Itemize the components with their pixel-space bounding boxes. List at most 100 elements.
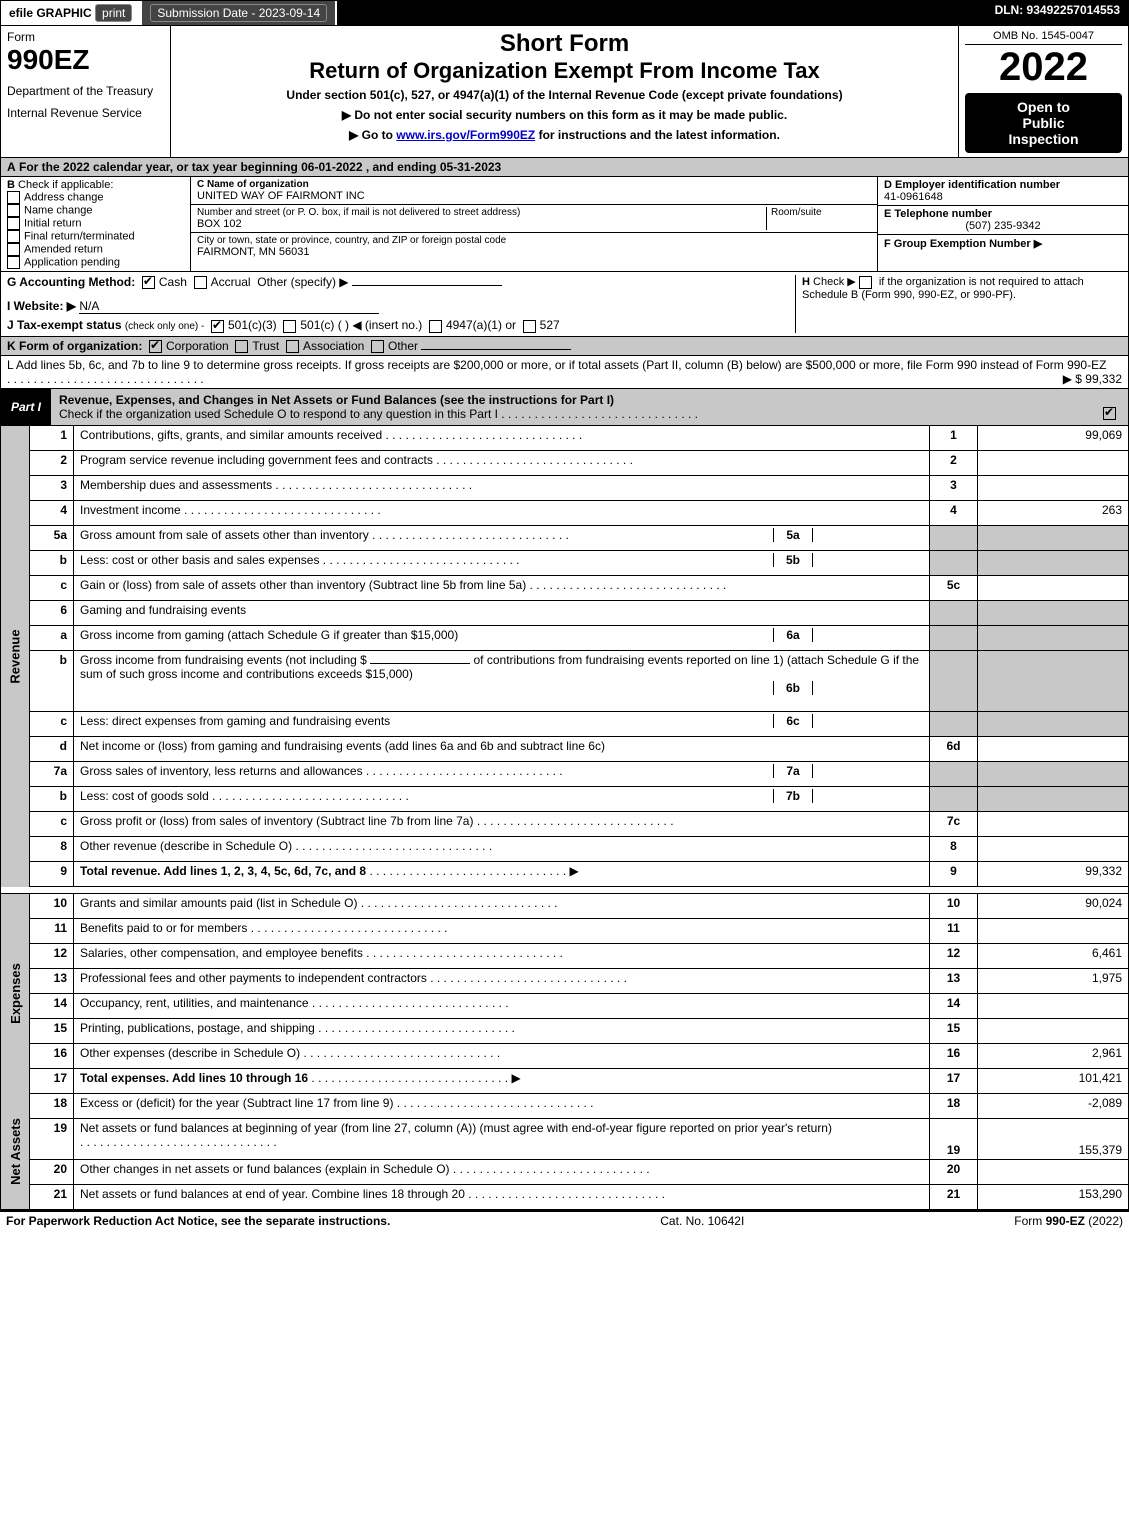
cb-527[interactable] [523,320,536,333]
j-label: J Tax-exempt status [7,318,122,332]
cb-trust[interactable] [235,340,248,353]
efile-graphic-label: efile GRAPHIC print [1,1,142,25]
line10-ref: 10 [930,894,978,918]
cb-4947[interactable] [429,320,442,333]
line16-amt: 2,961 [978,1044,1128,1068]
submission-date-button[interactable]: Submission Date - 2023-09-14 [142,1,337,25]
omb-number: OMB No. 1545-0047 [965,30,1122,45]
j-527-label: 527 [540,318,560,332]
revenue-vlabel: Revenue [1,426,30,887]
line3-desc: Membership dues and assessments [74,476,930,500]
row-k: K Form of organization: Corporation Trus… [0,337,1129,356]
line4-num: 4 [30,501,74,525]
header-center: Short Form Return of Organization Exempt… [171,26,958,157]
line21-desc: Net assets or fund balances at end of ye… [74,1185,930,1209]
line6a-num: a [30,626,74,650]
row-gh: G Accounting Method: Cash Accrual Other … [1,272,1128,336]
c-city-value: FAIRMONT, MN 56031 [197,246,871,258]
k-other-blank [421,349,571,350]
k-other-label: Other [388,339,418,353]
cb-initial-return-label: Initial return [24,217,81,229]
line7c-ref: 7c [930,812,978,836]
line7c-desc-t: Gross profit or (loss) from sales of inv… [80,814,473,828]
line12-desc: Salaries, other compensation, and employ… [74,944,930,968]
cb-application-pending[interactable]: Application pending [7,256,184,269]
line17-num: 17 [30,1069,74,1093]
line6b-desc1: Gross income from fundraising events (no… [80,653,367,667]
cb-initial-return[interactable]: Initial return [7,217,184,230]
part-i-sub: Check if the organization used Schedule … [59,407,498,421]
line3-ref: 3 [930,476,978,500]
line4-desc: Investment income [74,501,930,525]
b-heading: Check if applicable: [18,179,113,191]
row-a-text: For the 2022 calendar year, or tax year … [19,160,501,174]
cb-accrual[interactable] [194,276,207,289]
line2: 2Program service revenue including gover… [30,451,1128,476]
line4-desc-t: Investment income [80,503,181,517]
e-cell: E Telephone number (507) 235-9342 [878,206,1128,235]
cb-corp[interactable] [149,340,162,353]
cb-final-return[interactable]: Final return/terminated [7,230,184,243]
col-def: D Employer identification number 41-0961… [878,177,1128,271]
cb-cash[interactable] [142,276,155,289]
section-ghij: G Accounting Method: Cash Accrual Other … [0,271,1129,337]
c-city-label: City or town, state or province, country… [197,235,871,246]
g-label: G Accounting Method: [7,275,135,289]
line6c-desc-t: Less: direct expenses from gaming and fu… [80,714,390,728]
footer-right-pre: Form [1014,1214,1045,1228]
line6: 6Gaming and fundraising events [30,601,1128,626]
i-label: I Website: ▶ [7,299,76,313]
irs-link[interactable]: www.irs.gov/Form990EZ [396,128,535,142]
line9-num: 9 [30,862,74,886]
line18: 18Excess or (deficit) for the year (Subt… [30,1094,1128,1119]
line6c-num: c [30,712,74,736]
line5c-num: c [30,576,74,600]
line6d-num: d [30,737,74,761]
line4: 4Investment income4263 [30,501,1128,526]
line7b-num: b [30,787,74,811]
line10-desc-t: Grants and similar amounts paid (list in… [80,896,357,910]
line17-desc: Total expenses. Add lines 10 through 16 … [74,1069,930,1093]
line9-desc-t: Total revenue. Add lines 1, 2, 3, 4, 5c,… [80,864,366,878]
netassets-block: Net Assets 18Excess or (deficit) for the… [0,1094,1129,1211]
cb-501c3[interactable] [211,320,224,333]
line1: 1Contributions, gifts, grants, and simil… [30,426,1128,451]
c-street-cell: Number and street (or P. O. box, if mail… [191,205,877,233]
footer-right-post: (2022) [1085,1214,1123,1228]
line3-desc-t: Membership dues and assessments [80,478,272,492]
line5b-ref [930,551,978,575]
print-button[interactable]: print [95,4,132,22]
line19-num: 19 [30,1119,74,1159]
j-501c-label: 501(c) ( ) ◀ (insert no.) [300,318,422,332]
cb-other-org[interactable] [371,340,384,353]
line9-desc: Total revenue. Add lines 1, 2, 3, 4, 5c,… [74,862,930,886]
cb-amended-return[interactable]: Amended return [7,243,184,256]
tax-year: 2022 [965,47,1122,87]
f-label: F Group Exemption Number ▶ [884,238,1042,250]
cb-name-change[interactable]: Name change [7,204,184,217]
part-i-title-box: Revenue, Expenses, and Changes in Net As… [51,389,1128,425]
cb-address-change[interactable]: Address change [7,191,184,204]
line6-num: 6 [30,601,74,625]
line19: 19Net assets or fund balances at beginni… [30,1119,1128,1160]
efile-topbar: efile GRAPHIC print Submission Date - 20… [0,0,1129,26]
cb-501c[interactable] [283,320,296,333]
line5c-amt [978,576,1128,600]
part-i-dots [501,407,698,421]
cb-assoc[interactable] [286,340,299,353]
line15-num: 15 [30,1019,74,1043]
line6b-ref [930,651,978,711]
line1-desc: Contributions, gifts, grants, and simila… [74,426,930,450]
cb-h[interactable] [859,276,872,289]
cb-part-i-schedo[interactable] [1103,407,1116,420]
k-assoc-label: Association [303,339,364,353]
footer-right-bold: 990-EZ [1046,1214,1085,1228]
line12: 12Salaries, other compensation, and empl… [30,944,1128,969]
line14-desc: Occupancy, rent, utilities, and maintena… [74,994,930,1018]
line6a-amt [978,626,1128,650]
line17-ref: 17 [930,1069,978,1093]
line7a-desc-t: Gross sales of inventory, less returns a… [80,764,363,778]
h-label: H [802,276,810,288]
line5c-desc: Gain or (loss) from sale of assets other… [74,576,930,600]
line7c-amt [978,812,1128,836]
